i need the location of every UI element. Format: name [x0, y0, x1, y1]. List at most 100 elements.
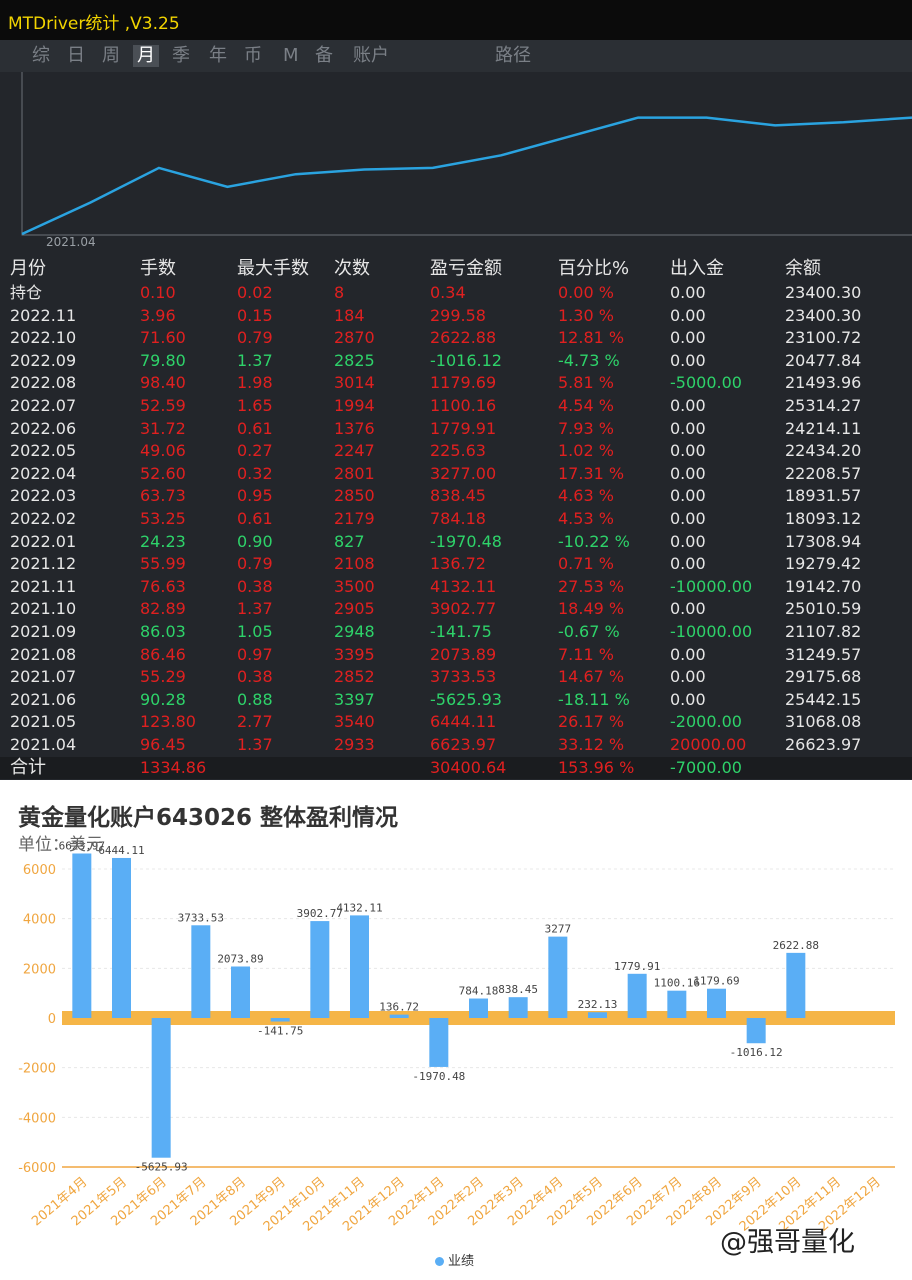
tab-7[interactable]: M — [283, 45, 299, 66]
y-tick-label: 0 — [48, 1012, 56, 1027]
table-row[interactable]: 2021.08 86.46 0.97 3395 2073.89 7.11 % 0.00 312… — [0, 644, 912, 667]
table-row[interactable]: 2022.11 3.96 0.15 184 299.58 1.30 % 0.00 23400.… — [0, 305, 912, 328]
table-cell-flow: 0.00 — [670, 283, 706, 302]
bar[interactable] — [72, 853, 92, 1018]
table-cell-pnl: 0.34 — [430, 283, 466, 302]
table-cell-lots: 55.99 — [140, 554, 186, 574]
tab-10[interactable]: 路径 — [495, 45, 531, 66]
tab-3[interactable]: 月 — [133, 45, 159, 67]
table-row[interactable]: 2022.07 52.59 1.65 1994 1100.16 4.54 % 0.00 253… — [0, 395, 912, 418]
table-cell-month: 2022.11 — [10, 305, 77, 325]
bar[interactable] — [469, 998, 488, 1018]
bar[interactable] — [508, 997, 528, 1018]
table-row[interactable]: 2021.09 86.03 1.05 2948 -141.75 -0.67 % -10000… — [0, 621, 912, 644]
tab-9[interactable]: 账户 — [353, 45, 389, 66]
table-cell-balance: 24214.11 — [785, 418, 862, 438]
table-cell-pnl: 1100.16 — [430, 396, 497, 415]
bar[interactable] — [350, 915, 369, 1018]
table-cell-balance: 22208.57 — [785, 463, 862, 483]
bar[interactable] — [151, 1018, 171, 1158]
bar[interactable] — [112, 857, 131, 1018]
column-header[interactable]: 出入金 — [670, 258, 724, 279]
table-cell-pct: 4.53 % — [558, 509, 614, 528]
table-cell-maxlots: 0.27 — [237, 441, 273, 461]
table-row[interactable]: 2021.11 76.63 0.38 3500 4132.11 27.53 % -10000… — [0, 576, 912, 599]
tab-5[interactable]: 年 — [209, 45, 227, 66]
bar[interactable] — [429, 1018, 449, 1067]
table-cell-count: 2948 — [334, 622, 375, 641]
table-row[interactable]: 2022.05 49.06 0.27 2247 225.63 1.02 % 0.00 2243… — [0, 440, 912, 463]
table-row[interactable]: 2021.05 123.80 2.77 3540 6444.11 26.17 % -2000… — [0, 711, 912, 734]
table-row[interactable]: 2022.03 63.73 0.95 2850 838.45 4.63 % 0.00 1893… — [0, 485, 912, 508]
table-cell-pnl: 3733.53 — [430, 667, 497, 687]
bar[interactable] — [548, 936, 568, 1018]
data-label: 3902.77 — [297, 907, 343, 920]
table-cell-balance: 18931.57 — [785, 486, 862, 506]
column-header[interactable]: 最大手数 — [237, 258, 309, 279]
bar[interactable] — [786, 952, 806, 1018]
tab-4[interactable]: 季 — [172, 45, 190, 66]
column-header[interactable]: 余额 — [785, 258, 821, 279]
bar[interactable] — [588, 1012, 607, 1018]
column-header[interactable]: 月份 — [10, 258, 46, 279]
equity-line — [21, 116, 912, 236]
bar[interactable] — [707, 988, 726, 1018]
table-cell-maxlots: 0.61 — [237, 418, 273, 438]
bar[interactable] — [667, 990, 687, 1018]
table-row[interactable]: 2022.08 98.40 1.98 3014 1179.69 5.81 % -5000.0… — [0, 372, 912, 395]
bar[interactable] — [310, 921, 330, 1018]
tab-1[interactable]: 日 — [67, 45, 85, 66]
column-header[interactable]: 盈亏金额 — [430, 258, 502, 279]
table-row[interactable]: 2021.07 55.29 0.38 2852 3733.53 14.67 % 0.00 29… — [0, 666, 912, 689]
table-row[interactable]: 2022.01 24.23 0.90 827 -1970.48 -10.22 % 0.00 1… — [0, 531, 912, 554]
table-cell-pct: 4.63 % — [558, 486, 614, 506]
bar[interactable] — [627, 973, 647, 1018]
bar[interactable] — [231, 966, 250, 1018]
table-cell-pnl: 2073.89 — [430, 644, 497, 664]
bar[interactable] — [270, 1018, 290, 1022]
column-header[interactable]: 手数 — [140, 258, 176, 279]
tab-8[interactable]: 备 — [315, 45, 333, 66]
table-cell-lots: 55.29 — [140, 667, 186, 687]
table-cell-balance: 31068.08 — [785, 712, 862, 732]
table-cell-lots: 49.06 — [140, 441, 186, 461]
bar[interactable] — [389, 1014, 409, 1018]
table-row[interactable]: 2021.04 96.45 1.37 2933 6623.97 33.12 % 20000.… — [0, 734, 912, 757]
table-row[interactable]: 2021.06 90.28 0.88 3397 -5625.93 -18.11 % 0.00… — [0, 689, 912, 712]
column-header[interactable]: 次数 — [334, 258, 370, 279]
table-cell-flow: 0.00 — [670, 689, 706, 709]
table-row[interactable]: 持仓 0.10 0.02 8 0.34 0.00 % 0.00 23400.30 — [0, 282, 912, 305]
bar[interactable] — [191, 925, 211, 1018]
table-cell-count: 2850 — [334, 486, 375, 506]
table-row[interactable]: 2022.10 71.60 0.79 2870 2622.88 12.81 % 0.00 23… — [0, 327, 912, 350]
table-cell-lots: 63.73 — [140, 486, 186, 506]
data-label: 838.45 — [498, 983, 538, 996]
table-row[interactable]: 2021.12 55.99 0.79 2108 136.72 0.71 % 0.00 1927… — [0, 553, 912, 576]
table-row[interactable]: 2021.10 82.89 1.37 2905 3902.77 18.49 % 0.00 25… — [0, 598, 912, 621]
total-cell-pct: 153.96 % — [558, 757, 635, 777]
tab-0[interactable]: 综 — [32, 45, 50, 66]
equity-axes — [21, 72, 912, 236]
tab-2[interactable]: 周 — [102, 45, 120, 66]
total-cell-pnl: 30400.64 — [430, 757, 507, 777]
table-cell-maxlots: 0.79 — [237, 328, 273, 348]
table-row[interactable]: 2022.09 79.80 1.37 2825 -1016.12 -4.73 % 0.00 2… — [0, 350, 912, 373]
table-row[interactable]: 2022.04 52.60 0.32 2801 3277.00 17.31 % 0.00 22… — [0, 463, 912, 486]
table-cell-count: 8 — [334, 283, 345, 302]
table-cell-flow: 0.00 — [670, 350, 706, 370]
table-cell-pnl: 784.18 — [430, 509, 486, 528]
table-cell-count: 3540 — [334, 712, 375, 732]
table-cell-balance: 19279.42 — [785, 554, 862, 574]
bar[interactable] — [746, 1018, 766, 1044]
data-label: 2622.88 — [773, 939, 819, 952]
chart-legend[interactable]: 业绩 — [435, 1250, 474, 1269]
table-cell-month: 2021.06 — [10, 689, 77, 709]
table-cell-lots: 53.25 — [140, 509, 186, 528]
table-row[interactable]: 2022.02 53.25 0.61 2179 784.18 4.53 % 0.00 1809… — [0, 508, 912, 531]
table-cell-balance: 29175.68 — [785, 667, 862, 687]
table-row[interactable]: 2022.06 31.72 0.61 1376 1779.91 7.93 % 0.00 242… — [0, 418, 912, 441]
table-cell-maxlots: 0.97 — [237, 644, 273, 664]
tab-6[interactable]: 币 — [244, 45, 262, 66]
data-label: 1179.69 — [693, 975, 739, 988]
column-header[interactable]: 百分比% — [558, 258, 630, 279]
